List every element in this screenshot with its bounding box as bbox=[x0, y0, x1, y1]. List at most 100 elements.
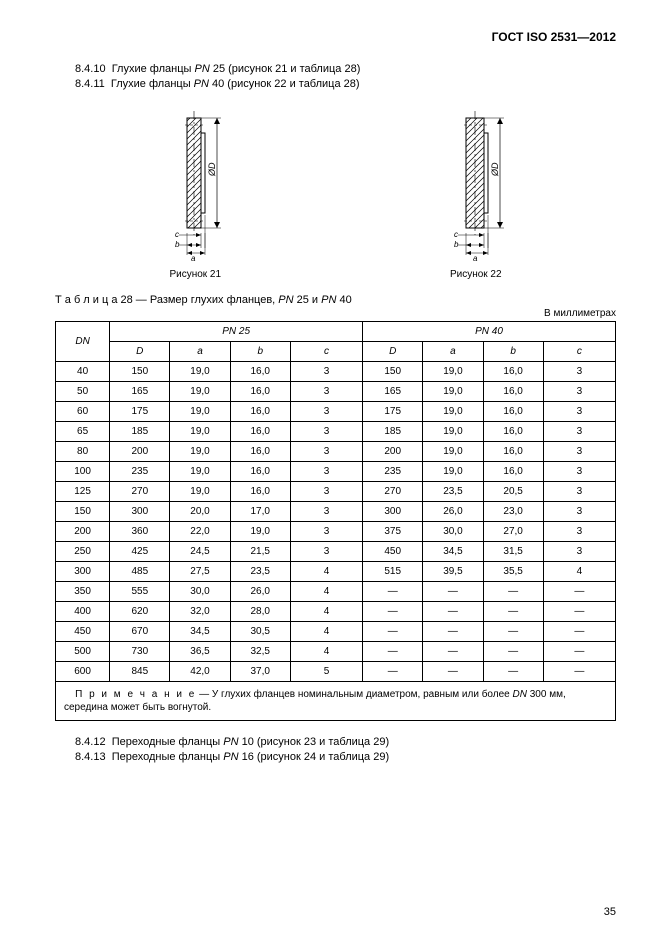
table-row: 45067034,530,54———— bbox=[56, 621, 616, 641]
col-c: c bbox=[543, 341, 615, 361]
table-cell: 3 bbox=[543, 461, 615, 481]
table-cell: 19,0 bbox=[423, 461, 483, 481]
flange-diagram-icon: ØD c b a bbox=[426, 103, 526, 263]
bottom-section-lines: 8.4.12 Переходные фланцы PN 10 (рисунок … bbox=[55, 735, 616, 766]
table-cell: 100 bbox=[56, 461, 110, 481]
table-cell: 150 bbox=[110, 361, 170, 381]
table-cell: 450 bbox=[363, 541, 423, 561]
section-text: Глухие фланцы bbox=[111, 78, 194, 90]
table-row: 5016519,016,0316519,016,03 bbox=[56, 381, 616, 401]
table-title-prefix: Т а б л и ц а 28 bbox=[55, 294, 133, 306]
table-row: 15030020,017,0330026,023,03 bbox=[56, 501, 616, 521]
figure-21: ØD c b a Рисунок 21 bbox=[145, 103, 245, 280]
table-cell: 165 bbox=[110, 381, 170, 401]
svg-text:b: b bbox=[175, 240, 180, 249]
table-cell: 3 bbox=[290, 481, 362, 501]
table-cell: 3 bbox=[543, 481, 615, 501]
table-row: 35055530,026,04———— bbox=[56, 581, 616, 601]
col-c: c bbox=[290, 341, 362, 361]
table-cell: — bbox=[363, 621, 423, 641]
table-cell: 3 bbox=[290, 421, 362, 441]
group-pn40: PN 40 bbox=[363, 321, 616, 341]
table-cell: 3 bbox=[543, 401, 615, 421]
table-cell: 16,0 bbox=[230, 361, 290, 381]
table-cell: 400 bbox=[56, 601, 110, 621]
table-cell: 60 bbox=[56, 401, 110, 421]
table-cell: 28,0 bbox=[230, 601, 290, 621]
italic-pn: PN bbox=[278, 294, 293, 306]
table-cell: 3 bbox=[290, 501, 362, 521]
table-cell: 23,5 bbox=[230, 561, 290, 581]
table-cell: 35,5 bbox=[483, 561, 543, 581]
section-rest: 25 (рисунок 21 и таблица 28) bbox=[210, 63, 361, 75]
table-cell: 5 bbox=[290, 661, 362, 681]
section-num: 8.4.13 bbox=[75, 751, 106, 763]
table-row: 50073036,532,54———— bbox=[56, 641, 616, 661]
table-cell: 34,5 bbox=[170, 621, 230, 641]
table-cell: 36,5 bbox=[170, 641, 230, 661]
table-cell: 32,5 bbox=[230, 641, 290, 661]
table-cell: — bbox=[483, 601, 543, 621]
table-cell: 23,5 bbox=[423, 481, 483, 501]
table-cell: 27,0 bbox=[483, 521, 543, 541]
table-cell: 3 bbox=[290, 361, 362, 381]
table-cell: 19,0 bbox=[170, 461, 230, 481]
table-cell: 30,0 bbox=[423, 521, 483, 541]
table-cell: 3 bbox=[543, 521, 615, 541]
section-rest: 40 (рисунок 22 и таблица 28) bbox=[209, 78, 360, 90]
table-cell: — bbox=[423, 621, 483, 641]
table-cell: — bbox=[483, 641, 543, 661]
svg-text:c: c bbox=[454, 230, 458, 239]
table-cell: 3 bbox=[290, 381, 362, 401]
table-cell: 39,5 bbox=[423, 561, 483, 581]
section-text: Глухие фланцы bbox=[112, 63, 195, 75]
table-cell: 125 bbox=[56, 481, 110, 501]
table-cell: — bbox=[423, 601, 483, 621]
table-row: 60084542,037,05———— bbox=[56, 661, 616, 681]
table-cell: — bbox=[543, 661, 615, 681]
table-row: 6518519,016,0318519,016,03 bbox=[56, 421, 616, 441]
table-cell: 4 bbox=[290, 581, 362, 601]
table-cell: 37,0 bbox=[230, 661, 290, 681]
table-cell: — bbox=[363, 601, 423, 621]
col-dn: DN bbox=[56, 321, 110, 361]
table-cell: 270 bbox=[110, 481, 170, 501]
table-cell: 16,0 bbox=[230, 421, 290, 441]
table-cell: 200 bbox=[363, 441, 423, 461]
svg-text:a: a bbox=[473, 254, 478, 263]
table-cell: 20,5 bbox=[483, 481, 543, 501]
table-cell: 425 bbox=[110, 541, 170, 561]
table-title-rest: — Размер глухих фланцев, bbox=[133, 294, 279, 306]
table-cell: 50 bbox=[56, 381, 110, 401]
table-cell: 19,0 bbox=[170, 361, 230, 381]
table-cell: 16,0 bbox=[230, 401, 290, 421]
col-b: b bbox=[230, 341, 290, 361]
table-title: Т а б л и ц а 28 — Размер глухих фланцев… bbox=[55, 294, 616, 306]
table-cell: 175 bbox=[363, 401, 423, 421]
table-cell: 350 bbox=[56, 581, 110, 601]
table-cell: 250 bbox=[56, 541, 110, 561]
table-cell: 40 bbox=[56, 361, 110, 381]
table-cell: 80 bbox=[56, 441, 110, 461]
table-cell: 16,0 bbox=[483, 401, 543, 421]
table-row: 4015019,016,0315019,016,03 bbox=[56, 361, 616, 381]
table-cell: 65 bbox=[56, 421, 110, 441]
table-cell: 670 bbox=[110, 621, 170, 641]
table-cell: 16,0 bbox=[483, 381, 543, 401]
note-label: П р и м е ч а н и е bbox=[75, 689, 196, 700]
table-cell: 235 bbox=[110, 461, 170, 481]
table-cell: 19,0 bbox=[423, 361, 483, 381]
table-cell: — bbox=[423, 581, 483, 601]
table-cell: 26,0 bbox=[423, 501, 483, 521]
table-cell: 175 bbox=[110, 401, 170, 421]
section-line: 8.4.13 Переходные фланцы PN 16 (рисунок … bbox=[75, 750, 616, 765]
table-body: 4015019,016,0315019,016,035016519,016,03… bbox=[56, 361, 616, 681]
table-row: 10023519,016,0323519,016,03 bbox=[56, 461, 616, 481]
table-cell: — bbox=[423, 641, 483, 661]
table-cell: — bbox=[423, 661, 483, 681]
table-cell: 3 bbox=[543, 361, 615, 381]
table-cell: 27,5 bbox=[170, 561, 230, 581]
table-cell: 20,0 bbox=[170, 501, 230, 521]
table-cell: 500 bbox=[56, 641, 110, 661]
table-cell: 200 bbox=[110, 441, 170, 461]
